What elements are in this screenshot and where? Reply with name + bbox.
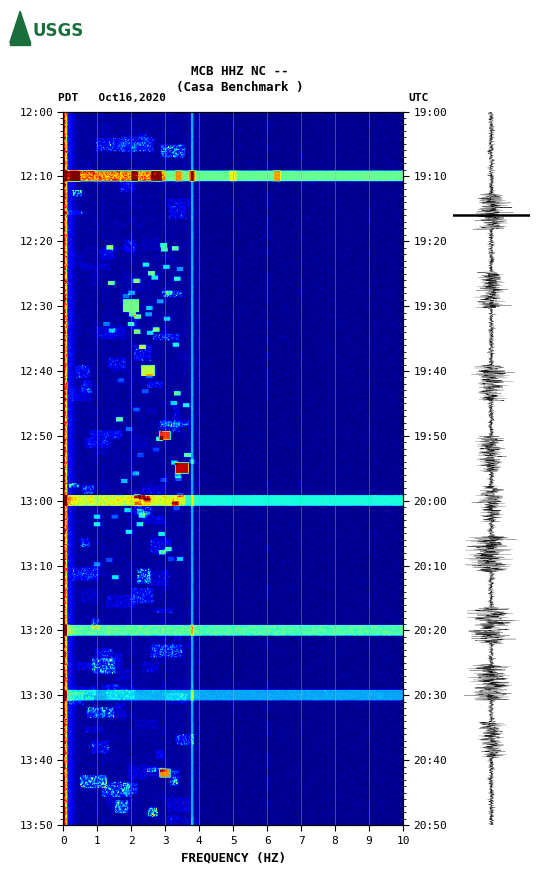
Bar: [10, 41, 30, 45]
Text: MCB HHZ NC --: MCB HHZ NC --: [192, 64, 289, 78]
Text: (Casa Benchmark ): (Casa Benchmark ): [177, 80, 304, 94]
Text: PDT   Oct16,2020: PDT Oct16,2020: [58, 94, 166, 103]
Polygon shape: [10, 12, 30, 43]
X-axis label: FREQUENCY (HZ): FREQUENCY (HZ): [181, 851, 286, 864]
Text: USGS: USGS: [33, 22, 84, 40]
Text: UTC: UTC: [408, 94, 429, 103]
